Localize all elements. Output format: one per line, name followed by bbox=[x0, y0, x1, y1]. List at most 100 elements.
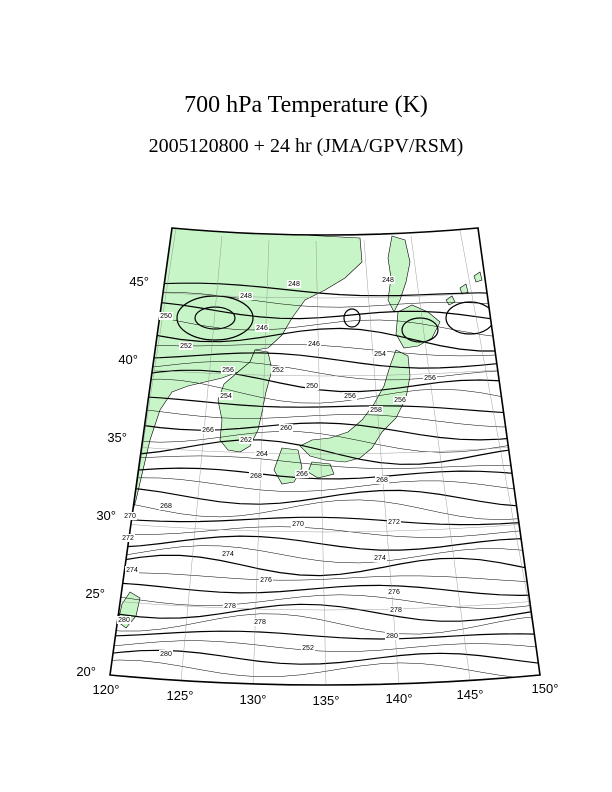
isotherm-line bbox=[110, 439, 540, 465]
contour-label: 256 bbox=[344, 393, 356, 400]
lon-label-140: 140° bbox=[386, 691, 413, 706]
contour-label: 254 bbox=[220, 393, 232, 400]
contour-label: 246 bbox=[308, 341, 320, 348]
contour-label: 280 bbox=[118, 617, 130, 624]
longitude-labels: 120° 125° 130° 135° 140° 145° 150° bbox=[93, 681, 559, 708]
contour-label: 250 bbox=[306, 383, 318, 390]
contour-label: 274 bbox=[222, 551, 234, 558]
contour-label-bg bbox=[239, 292, 253, 300]
isotherm-line bbox=[110, 613, 540, 635]
contour-label: 260 bbox=[280, 425, 292, 432]
contour-label-bg bbox=[221, 550, 235, 558]
isotherm-line bbox=[110, 455, 540, 469]
isotherm-line bbox=[110, 467, 540, 480]
contour-label: 258 bbox=[370, 407, 382, 414]
contour-label-bg bbox=[369, 406, 383, 414]
isotherm-line bbox=[110, 486, 540, 508]
lon-label-125: 125° bbox=[167, 688, 194, 703]
contour-label-bg bbox=[291, 520, 305, 528]
isotherm-line bbox=[110, 545, 540, 564]
parallel-line bbox=[110, 365, 540, 377]
land-kurils bbox=[445, 271, 483, 306]
map-frame bbox=[109, 227, 541, 686]
contour-label: 274 bbox=[374, 555, 386, 562]
lat-label-20: 20° bbox=[76, 664, 96, 679]
meridian-line bbox=[410, 235, 471, 681]
closed-isotherm bbox=[176, 295, 254, 341]
lat-label-30: 30° bbox=[96, 508, 116, 523]
contour-label: 276 bbox=[388, 589, 400, 596]
contour-label: 254 bbox=[374, 351, 386, 358]
map-subtitle: 2005120800 + 24 hr (JMA/GPV/RSM) bbox=[148, 135, 464, 157]
contour-label: 252 bbox=[302, 645, 314, 652]
lat-label-25: 25° bbox=[85, 586, 105, 601]
contour-label: 278 bbox=[224, 603, 236, 610]
contour-label-bg bbox=[117, 616, 131, 624]
land-mainland bbox=[110, 228, 363, 521]
contour-label: 268 bbox=[250, 473, 262, 480]
isotherm-line bbox=[110, 526, 540, 538]
closed-isotherm bbox=[401, 317, 439, 343]
isotherm-line bbox=[110, 322, 540, 352]
contour-label-bg bbox=[249, 472, 263, 480]
isotherm-line bbox=[110, 378, 540, 408]
contour-label-bg bbox=[307, 340, 321, 348]
contour-label-bg bbox=[287, 280, 301, 288]
contour-label: 264 bbox=[256, 451, 268, 458]
contour-label-bg bbox=[385, 632, 399, 640]
parallel-line bbox=[110, 443, 540, 455]
isotherm-line bbox=[110, 361, 540, 381]
contour-label-bg bbox=[221, 366, 235, 374]
contour-label: 280 bbox=[160, 651, 172, 658]
contour-label-bg bbox=[381, 276, 395, 284]
isotherm-line bbox=[110, 554, 540, 577]
parallel-line bbox=[110, 521, 540, 533]
lon-label-145: 145° bbox=[457, 687, 484, 702]
land-sakhalin bbox=[387, 235, 411, 313]
contour-label-bg bbox=[393, 396, 407, 404]
isotherm-line bbox=[110, 418, 540, 441]
isotherm-line bbox=[110, 572, 540, 583]
contour-label-bg bbox=[305, 382, 319, 390]
lat-label-35: 35° bbox=[107, 430, 127, 445]
contour-label: 252 bbox=[180, 343, 192, 350]
meridian-line bbox=[180, 235, 223, 682]
contour-label-bg bbox=[159, 312, 173, 320]
lat-label-40: 40° bbox=[118, 352, 138, 367]
contour-label: 266 bbox=[296, 471, 308, 478]
contour-label-bg bbox=[125, 566, 139, 574]
contour-label-bg bbox=[375, 476, 389, 484]
contour-label-bg bbox=[271, 366, 285, 374]
meridian-line bbox=[459, 229, 540, 677]
contour-label-bg bbox=[201, 426, 215, 434]
isotherm-line bbox=[110, 603, 540, 622]
contour-label: 270 bbox=[124, 513, 136, 520]
contour-label: 256 bbox=[424, 375, 436, 382]
isotherm-line bbox=[110, 640, 540, 652]
contour-label: 266 bbox=[202, 427, 214, 434]
contour-label: 256 bbox=[222, 367, 234, 374]
contour-label-bg bbox=[123, 512, 137, 520]
contour-label-bg bbox=[373, 350, 387, 358]
contour-label-bg bbox=[373, 554, 387, 562]
contour-label-bg bbox=[223, 602, 237, 610]
contour-label: 276 bbox=[260, 577, 272, 584]
contour-label-bg bbox=[259, 576, 273, 584]
contour-label: 272 bbox=[122, 535, 134, 542]
contour-label-bg bbox=[255, 450, 269, 458]
contour-label-bg bbox=[179, 342, 193, 350]
land-hokkaido bbox=[395, 304, 441, 349]
contour-label: 268 bbox=[160, 503, 172, 510]
contour-label-bg bbox=[121, 534, 135, 542]
contour-label: 272 bbox=[388, 519, 400, 526]
lon-label-120: 120° bbox=[93, 682, 120, 697]
contour-label: 270 bbox=[292, 521, 304, 528]
contour-label-bg bbox=[301, 644, 315, 652]
map-title: 700 hPa Temperature (K) bbox=[184, 92, 428, 118]
lon-label-135: 135° bbox=[313, 693, 340, 708]
contour-label-bg bbox=[239, 436, 253, 444]
contour-label-bg bbox=[159, 650, 173, 658]
contour-label: 256 bbox=[394, 397, 406, 404]
isotherm-line bbox=[110, 431, 540, 453]
